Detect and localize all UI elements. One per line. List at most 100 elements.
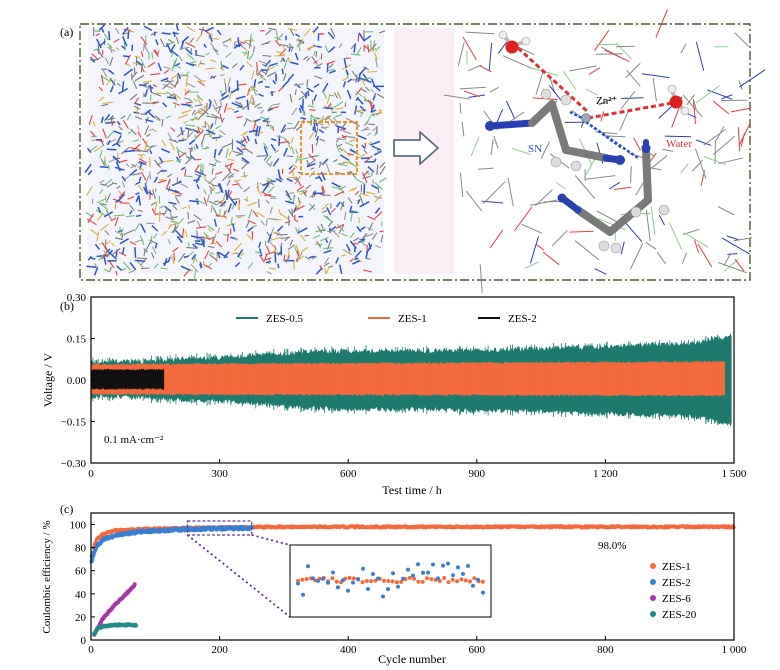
molecule-bond bbox=[345, 243, 351, 252]
molecule-bond bbox=[306, 162, 316, 168]
molecule-bond bbox=[348, 187, 355, 192]
molecule-bond bbox=[195, 130, 204, 139]
y-tick-label: 20 bbox=[75, 612, 87, 624]
molecule-bond bbox=[267, 66, 275, 71]
molecule-bond bbox=[350, 42, 357, 50]
inset-point-zes-1 bbox=[420, 579, 425, 584]
background-bond bbox=[686, 94, 695, 106]
molecule-bond bbox=[134, 116, 143, 120]
molecule-bond bbox=[194, 242, 204, 246]
molecule-bond bbox=[102, 242, 108, 251]
molecule-bond bbox=[308, 204, 316, 212]
molecule-bond bbox=[380, 234, 384, 243]
molecule-bond bbox=[147, 191, 154, 196]
molecule-bond bbox=[129, 261, 137, 271]
inset-point-zes-2 bbox=[461, 571, 465, 576]
voltage-noise-zes-2 bbox=[92, 368, 165, 390]
molecule-bond bbox=[221, 117, 225, 123]
molecule-bond bbox=[268, 62, 278, 67]
molecule-bond bbox=[187, 97, 194, 103]
molecule-bond bbox=[144, 125, 150, 136]
molecule-bond bbox=[343, 58, 347, 68]
background-bond bbox=[461, 121, 465, 137]
molecule-bond bbox=[195, 173, 202, 178]
molecule-bond bbox=[332, 117, 339, 123]
molecule-bond bbox=[127, 196, 135, 200]
molecule-bond bbox=[140, 58, 146, 69]
molecule-bond bbox=[228, 162, 233, 172]
zoom-region-box bbox=[300, 121, 358, 175]
molecule-bond bbox=[116, 120, 121, 126]
x-tick-label: 800 bbox=[597, 644, 614, 656]
molecule-bond bbox=[261, 68, 268, 72]
molecule-bond bbox=[116, 193, 126, 203]
molecule-bond bbox=[231, 223, 236, 232]
molecule-bond bbox=[283, 254, 286, 262]
molecule-bond bbox=[167, 223, 173, 230]
background-bond bbox=[521, 223, 543, 234]
molecule-bond bbox=[335, 201, 341, 208]
molecule-bond bbox=[151, 246, 157, 254]
molecule-bond bbox=[291, 208, 294, 217]
molecule-bond bbox=[150, 73, 161, 76]
molecule-bond bbox=[177, 113, 189, 119]
molecule-bond bbox=[247, 219, 256, 225]
molecule-bond bbox=[94, 243, 100, 250]
molecule-bond bbox=[306, 45, 318, 50]
molecule-bond bbox=[143, 248, 148, 253]
molecule-bond bbox=[361, 126, 369, 132]
molecule-bond bbox=[349, 138, 356, 143]
molecule-bond bbox=[292, 195, 296, 204]
background-bond bbox=[694, 239, 699, 253]
molecule-bond bbox=[227, 77, 231, 87]
molecule-bond bbox=[218, 134, 224, 138]
molecule-bond bbox=[326, 239, 332, 250]
molecule-bond bbox=[253, 79, 257, 89]
molecule-bond bbox=[235, 140, 246, 147]
molecule-bond bbox=[100, 74, 104, 85]
molecule-bond bbox=[282, 128, 287, 133]
background-bond bbox=[530, 199, 558, 206]
molecule-bond bbox=[370, 169, 374, 177]
background-bond bbox=[594, 29, 610, 51]
molecule-bond bbox=[264, 257, 272, 261]
molecule-bond bbox=[234, 200, 238, 206]
molecule-bond bbox=[145, 175, 150, 186]
molecule-bond bbox=[348, 160, 358, 168]
molecule-bond bbox=[208, 101, 212, 109]
molecule-bond bbox=[91, 135, 97, 138]
molecule-bond bbox=[186, 131, 194, 140]
molecule-bond bbox=[222, 64, 230, 70]
molecule-bond bbox=[320, 171, 326, 181]
panel-b-label: (b) bbox=[60, 299, 74, 313]
molecule-bond bbox=[269, 125, 275, 129]
molecule-bond bbox=[123, 68, 134, 77]
molecule-bond bbox=[134, 74, 145, 82]
background-bond bbox=[505, 100, 515, 119]
inset-point-zes-1 bbox=[459, 577, 464, 582]
molecule-bond bbox=[321, 209, 328, 213]
inset-point-zes-1 bbox=[360, 580, 365, 585]
molecule-bond bbox=[126, 113, 132, 121]
molecule-bond bbox=[210, 189, 212, 195]
molecule-bond bbox=[166, 91, 175, 98]
molecule-bond bbox=[235, 179, 243, 190]
molecule-bond bbox=[114, 230, 126, 236]
molecule-bond bbox=[313, 83, 320, 89]
molecule-bond bbox=[254, 138, 258, 145]
molecule-bond bbox=[223, 251, 230, 259]
x-tick-label: 0 bbox=[88, 644, 94, 656]
background-bond bbox=[535, 69, 545, 96]
molecule-bond bbox=[154, 201, 158, 213]
molecule-bond bbox=[296, 40, 305, 48]
molecule-bond bbox=[319, 193, 331, 197]
molecule-bond bbox=[194, 198, 205, 205]
molecule-bond bbox=[262, 63, 267, 67]
molecule-bond bbox=[322, 82, 329, 93]
background-bond bbox=[493, 135, 499, 149]
background-bond bbox=[695, 85, 720, 104]
molecule-bond bbox=[118, 191, 126, 199]
molecule-bond bbox=[365, 244, 373, 254]
y-tick-label: 0 bbox=[81, 635, 87, 647]
background-bond bbox=[717, 262, 747, 274]
